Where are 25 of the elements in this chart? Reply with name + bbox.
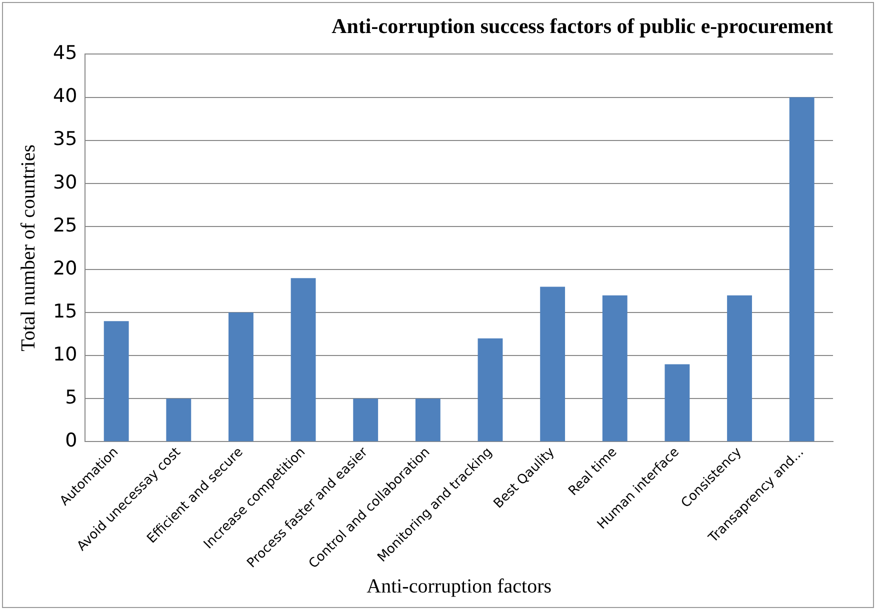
bar — [166, 398, 192, 442]
bar — [353, 398, 378, 442]
bar — [540, 286, 566, 442]
y-axis-title: Total number of countries — [17, 144, 40, 352]
y-tick-label: 25 — [52, 214, 78, 236]
x-axis-title: Anti-corruption factors — [366, 575, 552, 598]
bar — [228, 312, 254, 442]
y-tick-label: 35 — [52, 128, 78, 150]
y-tick-label: 15 — [52, 300, 78, 322]
y-tick-label: 30 — [52, 171, 78, 194]
y-tick-label: 20 — [52, 257, 78, 280]
bar — [789, 97, 814, 442]
bar — [727, 295, 752, 442]
y-tick-label: 40 — [52, 85, 78, 108]
y-tick-label: 10 — [52, 344, 78, 366]
bar — [104, 321, 129, 442]
y-tick-label: 0 — [65, 430, 78, 452]
bar — [290, 278, 316, 442]
bar — [664, 364, 690, 442]
y-tick-label: 45 — [52, 42, 78, 64]
bar — [478, 338, 503, 442]
y-tick-label: 5 — [65, 386, 78, 409]
bar — [602, 295, 628, 442]
bar — [415, 398, 440, 442]
chart-title: Anti-corruption success factors of public e-procurement — [332, 14, 834, 38]
